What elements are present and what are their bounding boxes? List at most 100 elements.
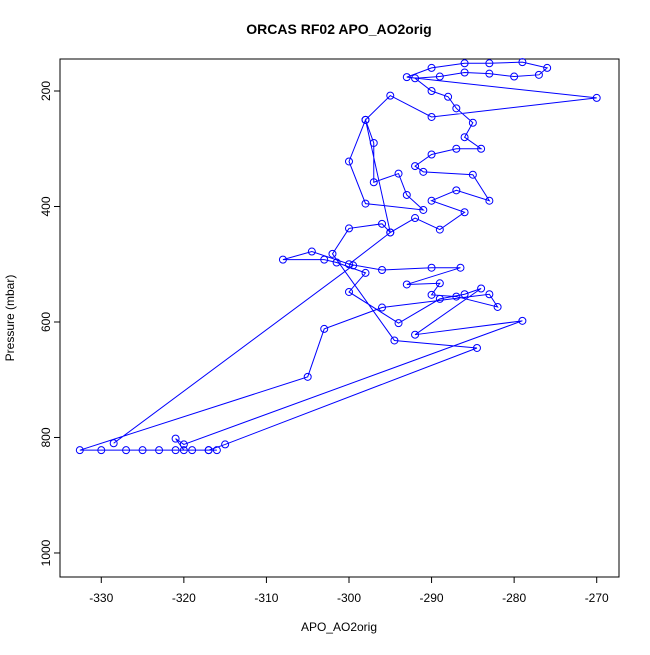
data-point (138, 446, 147, 455)
x-tick-label: -290 (420, 591, 444, 605)
data-point (411, 74, 420, 83)
data-point (390, 336, 399, 345)
x-tick-label: -270 (585, 591, 609, 605)
x-axis-label: APO_AO2orig (301, 620, 377, 634)
data-point (411, 330, 420, 339)
data-point (344, 224, 353, 233)
data-point (452, 186, 461, 195)
chart-title: ORCAS RF02 APO_AO2orig (246, 21, 431, 37)
data-point (394, 169, 403, 178)
data-point (427, 263, 436, 272)
data-point (472, 343, 481, 352)
data-point (402, 280, 411, 289)
data-point (75, 446, 84, 455)
data-point (452, 292, 461, 301)
data-point (485, 69, 494, 78)
y-tick-label: 600 (39, 312, 53, 332)
data-point (402, 190, 411, 199)
data-point (171, 434, 180, 443)
data-point (493, 302, 502, 311)
x-tick-label: -330 (89, 591, 113, 605)
data-point (378, 219, 387, 228)
data-point (109, 439, 118, 448)
data-point (320, 324, 329, 333)
x-tick-label: -280 (502, 591, 526, 605)
data-point (427, 196, 436, 205)
data-point (518, 58, 527, 67)
data-point (344, 287, 353, 296)
data-point (460, 59, 469, 68)
data-point (427, 86, 436, 95)
data-point (485, 196, 494, 205)
data-point (411, 162, 420, 171)
data-point (378, 266, 387, 275)
data-point (460, 290, 469, 299)
data-point (468, 170, 477, 179)
data-point (221, 440, 230, 449)
y-tick-label: 1000 (39, 539, 53, 566)
data-point (592, 93, 601, 102)
data-point (307, 247, 316, 256)
data-point (212, 446, 221, 455)
data-point (204, 446, 213, 455)
data-point (452, 104, 461, 113)
x-tick-label: -300 (337, 591, 361, 605)
data-point (419, 167, 428, 176)
data-point (435, 294, 444, 303)
data-point (485, 290, 494, 299)
y-tick-label: 200 (39, 81, 53, 101)
data-point (427, 63, 436, 72)
data-point (543, 63, 552, 72)
data-point (378, 303, 387, 312)
data-point (402, 73, 411, 82)
data-point (188, 446, 197, 455)
data-point (361, 199, 370, 208)
data-point (361, 268, 370, 277)
data-point (386, 228, 395, 237)
data-point (518, 316, 527, 325)
data-point (427, 112, 436, 121)
data-point (460, 208, 469, 217)
data-point (349, 261, 358, 270)
data-point (477, 144, 486, 153)
data-point (452, 144, 461, 153)
data-point (534, 70, 543, 79)
data-point (171, 446, 180, 455)
data-point (435, 225, 444, 234)
data-point (427, 290, 436, 299)
data-point (444, 92, 453, 101)
data-point (320, 255, 329, 264)
data-point (411, 214, 420, 223)
data-point (394, 319, 403, 328)
data-point (369, 138, 378, 147)
data-point (155, 446, 164, 455)
data-point (435, 72, 444, 81)
data-point (460, 68, 469, 77)
data-point (278, 255, 287, 264)
data-point (179, 446, 188, 455)
data-point (97, 446, 106, 455)
x-tick-label: -310 (254, 591, 278, 605)
data-point (332, 258, 341, 267)
data-point (369, 178, 378, 187)
data-point (427, 150, 436, 159)
data-point (460, 133, 469, 142)
data-point (419, 205, 428, 214)
data-line (79, 61, 597, 451)
data-point (122, 446, 131, 455)
data-point (303, 372, 312, 381)
x-tick-label: -320 (172, 591, 196, 605)
y-axis-label: Pressure (mbar) (3, 275, 17, 362)
data-point (179, 440, 188, 449)
data-point (435, 279, 444, 288)
data-point (386, 91, 395, 100)
data-point (361, 115, 370, 124)
data-point (485, 59, 494, 68)
data-point (344, 260, 353, 269)
y-tick-label: 400 (39, 196, 53, 216)
data-point (344, 157, 353, 166)
y-tick-label: 800 (39, 427, 53, 447)
data-point (477, 284, 486, 293)
plot-frame (59, 58, 620, 578)
